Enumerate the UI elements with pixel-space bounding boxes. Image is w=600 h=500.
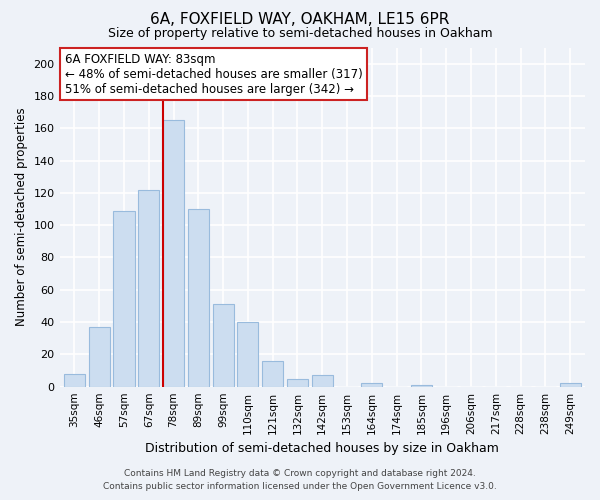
Text: Contains HM Land Registry data © Crown copyright and database right 2024.
Contai: Contains HM Land Registry data © Crown c… xyxy=(103,469,497,491)
Bar xyxy=(138,190,160,386)
Bar xyxy=(238,322,259,386)
Bar xyxy=(312,376,333,386)
Bar xyxy=(64,374,85,386)
Text: 6A, FOXFIELD WAY, OAKHAM, LE15 6PR: 6A, FOXFIELD WAY, OAKHAM, LE15 6PR xyxy=(151,12,449,28)
Bar xyxy=(287,378,308,386)
Y-axis label: Number of semi-detached properties: Number of semi-detached properties xyxy=(15,108,28,326)
Bar xyxy=(560,384,581,386)
Bar xyxy=(212,304,233,386)
Bar xyxy=(188,209,209,386)
Text: 6A FOXFIELD WAY: 83sqm
← 48% of semi-detached houses are smaller (317)
51% of se: 6A FOXFIELD WAY: 83sqm ← 48% of semi-det… xyxy=(65,52,362,96)
Bar xyxy=(89,327,110,386)
X-axis label: Distribution of semi-detached houses by size in Oakham: Distribution of semi-detached houses by … xyxy=(145,442,499,455)
Bar xyxy=(113,210,134,386)
Bar xyxy=(361,384,382,386)
Bar xyxy=(262,361,283,386)
Text: Size of property relative to semi-detached houses in Oakham: Size of property relative to semi-detach… xyxy=(107,28,493,40)
Bar xyxy=(163,120,184,386)
Bar xyxy=(411,385,432,386)
